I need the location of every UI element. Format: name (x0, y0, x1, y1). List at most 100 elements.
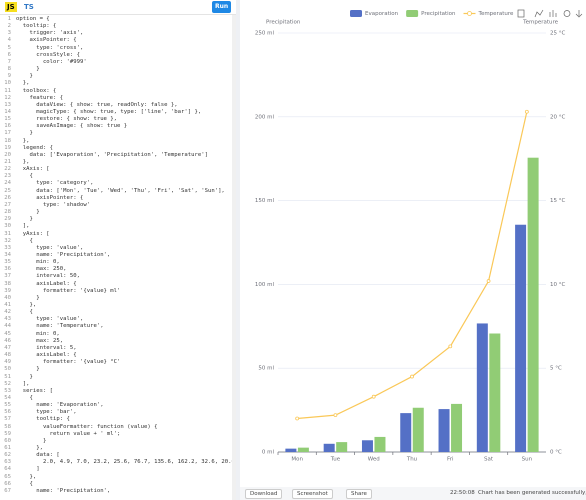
footer-button[interactable]: Share (346, 489, 372, 499)
toolbox[interactable] (517, 9, 583, 18)
line-number: 56 (4, 409, 11, 416)
status-text: Chart has been generated successfully, 4… (478, 490, 586, 496)
js-tab[interactable]: JS (5, 2, 17, 12)
code-line: tooltip: { (16, 416, 70, 423)
line-number: 36 (4, 266, 11, 273)
legend-point (467, 11, 472, 16)
code-line: ], (16, 223, 30, 230)
legend-label: Evaporation (365, 11, 399, 17)
code-line: name: 'Precipitation', (16, 251, 111, 258)
x-tick-label: Fri (447, 457, 454, 463)
line-number: 27 (4, 201, 11, 208)
bar (336, 442, 348, 452)
line-number: 25 (4, 187, 11, 194)
line-number: 63 (4, 459, 11, 466)
code-line: name: 'Evaporation', (16, 402, 104, 409)
code-line: { (16, 309, 33, 316)
code-line: axisLabel: { (16, 352, 77, 359)
y2-tick-label: 5 °C (550, 366, 562, 372)
line-number: 1 (7, 16, 11, 22)
line-number: 54 (4, 394, 11, 401)
code-line: option = { (16, 16, 50, 22)
x-tick-label: Thu (406, 457, 417, 463)
line-number: 65 (4, 473, 11, 480)
line-number: 2 (7, 23, 11, 30)
bar (476, 323, 488, 452)
line-number: 6 (7, 51, 11, 58)
point (295, 416, 300, 421)
line-number: 44 (4, 323, 11, 330)
line-number: 55 (4, 402, 11, 409)
bar (438, 409, 450, 452)
line-number: 49 (4, 359, 11, 366)
code-line: trigger: 'axis', (16, 30, 84, 37)
line-number: 64 (4, 466, 11, 473)
line-number: 53 (4, 387, 11, 394)
scrollbar[interactable] (232, 15, 236, 500)
line-number: 23 (4, 173, 11, 180)
y-tick-label: 50 ml (258, 366, 274, 372)
legend-label: Precipitation (421, 11, 456, 17)
line-number: 43 (4, 316, 11, 323)
code-editor[interactable]: 1 option = {2 tooltip: {3 trigger: 'axis'… (0, 15, 232, 500)
footer-button[interactable]: Download (245, 489, 283, 499)
line-number: 22 (4, 166, 11, 173)
line-number: 58 (4, 423, 11, 430)
line-number: 30 (4, 223, 11, 230)
line-number: 15 (4, 116, 11, 123)
code-line: saveAsImage: { show: true } (16, 123, 128, 130)
line-number: 62 (4, 452, 11, 459)
x-tick-label: Sat (484, 457, 494, 463)
line-number: 40 (4, 294, 11, 301)
line-number: 41 (4, 302, 11, 308)
code-line: }, (16, 137, 30, 144)
line-number: 50 (4, 366, 11, 373)
line-number: 60 (4, 437, 11, 444)
line-number: 52 (4, 380, 11, 387)
code-line: type: 'bar', (16, 409, 77, 416)
code-line: { (16, 237, 33, 244)
code-line: xAxis: [ (16, 166, 50, 173)
y-tick-label: 100 ml (255, 282, 275, 288)
y-tick-label: 250 ml (255, 31, 275, 37)
line-number: 51 (4, 373, 11, 380)
run-button[interactable]: Run (212, 1, 232, 13)
code-line: } (16, 366, 40, 373)
line-number: 34 (4, 251, 11, 258)
footer-button[interactable]: Screenshot (292, 489, 333, 499)
code-line: { (16, 394, 33, 401)
y2-tick-label: 25 °C (550, 31, 565, 37)
line-number: 21 (4, 159, 11, 165)
line-number: 18 (4, 137, 11, 144)
line-number: 11 (4, 87, 11, 94)
bar (323, 443, 335, 452)
code-line: } (16, 209, 40, 216)
footer: Download Screenshot Share 22:50:08 Chart has… (240, 487, 586, 500)
code-line: type: 'cross', (16, 44, 84, 51)
code-line: }, (16, 445, 43, 451)
code-line: }, (16, 80, 30, 87)
code-line: axisLabel: { (16, 280, 77, 287)
line-number: 47 (4, 344, 11, 351)
legend-swatch (406, 10, 419, 17)
line-number: 28 (4, 209, 11, 216)
ts-tab[interactable]: TS (24, 3, 34, 11)
y-tick-label: 150 ml (255, 198, 275, 204)
code-line: type: 'shadow' (16, 201, 91, 208)
line-number: 45 (4, 330, 11, 337)
code-line: min: 0, (16, 330, 60, 337)
code-line: } (16, 73, 33, 80)
y-tick-label: 0 ml (262, 450, 275, 456)
code-line: max: 250, (16, 266, 67, 273)
line-number: 66 (4, 480, 11, 487)
line-number: 24 (4, 180, 11, 187)
x-tick-label: Tue (330, 457, 341, 463)
line-number: 13 (4, 101, 11, 108)
code-line: } (16, 216, 33, 223)
line-number: 8 (7, 66, 11, 73)
code-line: formatter: '{value} ml' (16, 287, 121, 294)
code-line: color: '#999' (16, 58, 87, 65)
code-line: data: [ (16, 452, 60, 459)
bar (361, 440, 373, 452)
code-line: 2.0, 4.9, 7.0, 23.2, 25.6, 76.7, 135.6, … (42, 459, 232, 466)
